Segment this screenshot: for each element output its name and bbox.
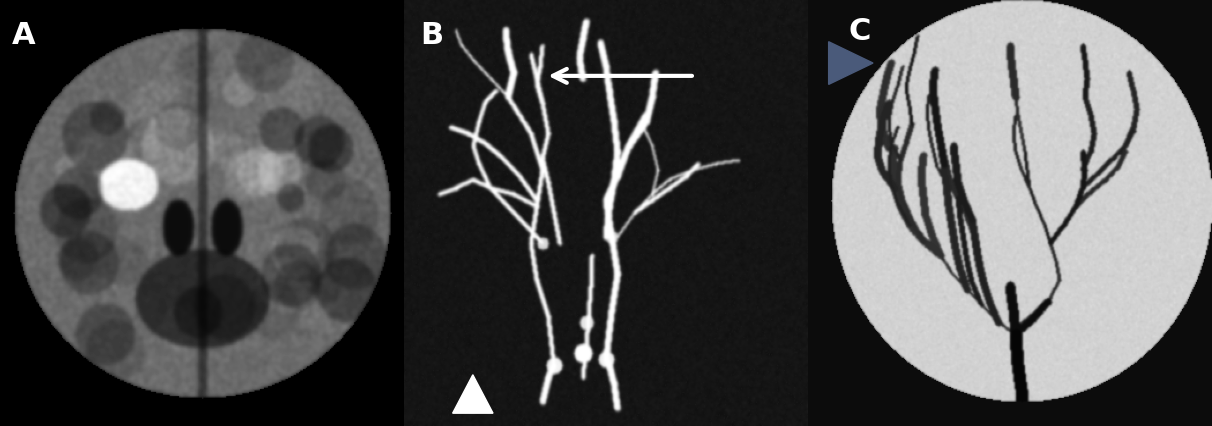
Text: B: B	[421, 21, 444, 50]
Polygon shape	[452, 375, 493, 413]
Polygon shape	[829, 43, 873, 85]
Text: C: C	[848, 17, 871, 46]
Text: A: A	[12, 21, 35, 50]
